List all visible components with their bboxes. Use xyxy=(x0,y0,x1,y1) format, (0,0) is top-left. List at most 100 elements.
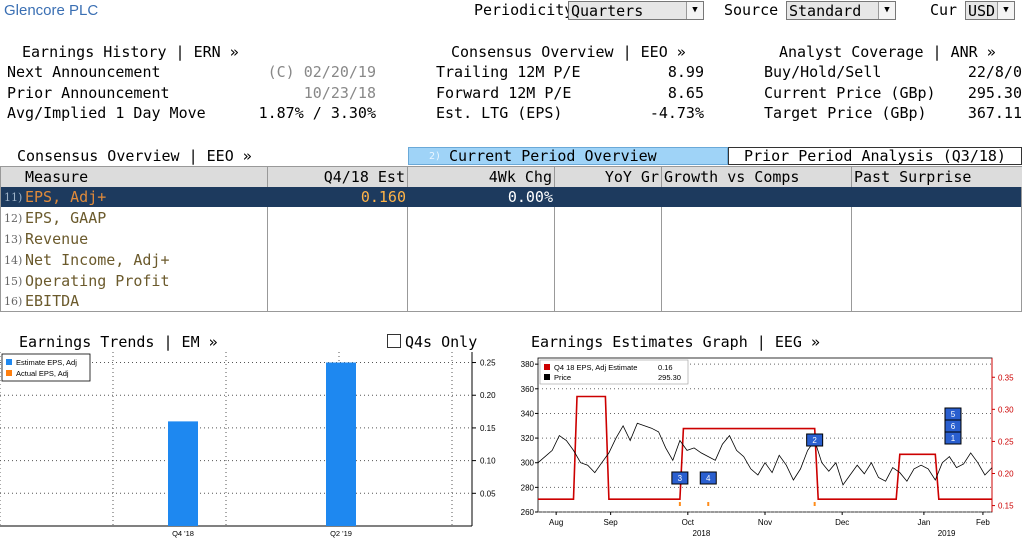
tab-current-num: 2) xyxy=(429,151,442,162)
right-tick-label: 0.30 xyxy=(998,405,1014,414)
legend-label: Estimate EPS, Adj xyxy=(16,358,77,367)
trailing-pe-label: Trailing 12M P/E xyxy=(436,63,581,81)
q4-only-label: Q4s Only xyxy=(405,333,478,351)
col-growth-header[interactable]: Growth vs Comps xyxy=(662,167,852,187)
table-row[interactable]: 16) EBITDA xyxy=(1,291,1021,312)
bar xyxy=(326,362,356,526)
x-tick-label: Feb xyxy=(976,518,990,527)
current-price-value: 295.30 xyxy=(967,84,1022,102)
checkbox-icon[interactable] xyxy=(387,334,401,348)
event-label: 6 xyxy=(951,422,956,431)
ltg-label: Est. LTG (EPS) xyxy=(436,104,563,122)
y-tick-label: 0.10 xyxy=(480,457,496,466)
earnings-estimates-title[interactable]: Earnings Estimates Graph | EEG » xyxy=(531,333,820,351)
col-measure-header[interactable]: Measure xyxy=(1,167,268,187)
row-measure: Revenue xyxy=(25,230,89,248)
avg-move-value: 1.87% / 3.30% xyxy=(258,104,376,122)
legend: Q4 18 EPS, Adj Estimate 0.16 Price 295.30 xyxy=(539,359,689,385)
row-measure: EPS, Adj+ xyxy=(25,188,107,206)
company-title[interactable]: Glencore PLC xyxy=(4,2,99,19)
source-value: Standard xyxy=(789,2,862,20)
periodicity-select[interactable]: Quarters ▼ xyxy=(568,1,704,20)
overview-section-title[interactable]: Consensus Overview | EEO » xyxy=(17,147,252,165)
event-marker: 3 xyxy=(671,471,689,506)
legend-swatch xyxy=(6,359,12,365)
x-tick-label: Nov xyxy=(758,518,772,527)
legend-label: Q4 18 EPS, Adj Estimate xyxy=(554,363,637,372)
buy-hold-sell-value: 22/8/0 xyxy=(967,63,1022,81)
y-tick-label: 0.20 xyxy=(480,391,496,400)
bar xyxy=(168,421,198,526)
event-marker: 6 xyxy=(944,419,962,433)
right-tick-label: 0.25 xyxy=(998,437,1014,446)
source-select[interactable]: Standard ▼ xyxy=(786,1,896,20)
chevron-down-icon: ▼ xyxy=(686,2,703,19)
row-number: 14) xyxy=(4,254,23,267)
event-marker: 4 xyxy=(699,471,717,506)
event-label: 5 xyxy=(951,410,956,419)
x-year-label: 2019 xyxy=(938,529,956,538)
buy-hold-sell-label: Buy/Hold/Sell xyxy=(764,63,882,81)
earnings-history-title[interactable]: Earnings History | ERN » xyxy=(22,43,239,61)
row-measure: Net Income, Adj+ xyxy=(25,251,170,269)
plot-area xyxy=(537,357,993,513)
x-tick-label: Jan xyxy=(917,518,930,527)
row-number: 13) xyxy=(4,233,23,246)
event-label: 3 xyxy=(678,474,683,483)
left-tick-label: 280 xyxy=(521,483,535,492)
ltg-value: -4.73% xyxy=(649,104,704,122)
row-number: 12) xyxy=(4,212,23,225)
right-tick-label: 0.15 xyxy=(998,502,1014,511)
table-row[interactable]: 15) Operating Profit xyxy=(1,271,1021,292)
next-announcement-value: (C) 02/20/19 xyxy=(267,63,376,81)
consensus-overview-title[interactable]: Consensus Overview | EEO » xyxy=(451,43,686,61)
table-row[interactable]: 11) EPS, Adj+ 0.160 0.00% xyxy=(1,187,1021,207)
currency-select[interactable]: USD ▼ xyxy=(965,1,1015,20)
prior-announcement-value: 10/23/18 xyxy=(303,84,376,102)
earnings-trends-title[interactable]: Earnings Trends | EM » xyxy=(19,333,218,351)
col-est-header[interactable]: Q4/18 Est xyxy=(268,167,408,187)
right-tick-label: 0.20 xyxy=(998,470,1014,479)
table-row[interactable]: 13) Revenue xyxy=(1,229,1021,250)
legend-value: 0.16 xyxy=(658,363,673,372)
tab-current-period[interactable]: 2) Current Period Overview (Q4/18) xyxy=(408,147,728,182)
left-tick-label: 360 xyxy=(521,385,535,394)
target-price-label: Target Price (GBp) xyxy=(764,104,927,122)
legend-label: Actual EPS, Adj xyxy=(16,369,69,378)
tab-prior-period[interactable]: Prior Period Analysis (Q3/18) xyxy=(728,147,1022,165)
y-tick-label: 0.15 xyxy=(480,424,496,433)
event-marker: 2 xyxy=(806,433,824,506)
event-box xyxy=(806,433,824,447)
col-yoy-header[interactable]: YoY Gr xyxy=(555,167,662,187)
avg-move-label: Avg/Implied 1 Day Move xyxy=(7,104,206,122)
legend-value: 295.30 xyxy=(658,373,681,382)
x-tick-label: Q2 '19 xyxy=(330,529,352,538)
col-chg-header[interactable]: 4Wk Chg xyxy=(408,167,555,187)
tab-prior-label: Prior Period Analysis (Q3/18) xyxy=(744,147,1006,165)
x-tick-label: Q4 '18 xyxy=(172,529,194,538)
forward-pe-label: Forward 12M P/E xyxy=(436,84,572,102)
event-marker: 1 xyxy=(944,431,962,445)
x-tick-label: Aug xyxy=(549,518,563,527)
source-label: Source xyxy=(724,1,779,19)
legend-box xyxy=(539,359,689,385)
event-box xyxy=(699,471,717,485)
table-row[interactable]: 14) Net Income, Adj+ xyxy=(1,250,1021,271)
x-tick-label: Sep xyxy=(604,518,619,527)
col-surprise-header[interactable]: Past Surprise xyxy=(852,167,1022,187)
forward-pe-value: 8.65 xyxy=(667,84,704,102)
row-measure: EBITDA xyxy=(25,292,80,310)
row-number: 15) xyxy=(4,275,23,288)
analyst-coverage-title[interactable]: Analyst Coverage | ANR » xyxy=(779,43,996,61)
y-tick-label: 0.05 xyxy=(480,489,496,498)
q4-only-toggle[interactable]: Q4s Only xyxy=(387,333,477,351)
event-label: 4 xyxy=(706,474,711,483)
x-tick-label: Dec xyxy=(835,518,849,527)
event-box xyxy=(944,431,962,445)
legend-box xyxy=(1,353,91,382)
row-number: 16) xyxy=(4,295,23,308)
legend-label: Price xyxy=(554,373,571,382)
y-tick-label: 0.25 xyxy=(480,359,496,368)
target-price-value: 367.11 xyxy=(967,104,1022,122)
table-row[interactable]: 12) EPS, GAAP xyxy=(1,208,1021,229)
